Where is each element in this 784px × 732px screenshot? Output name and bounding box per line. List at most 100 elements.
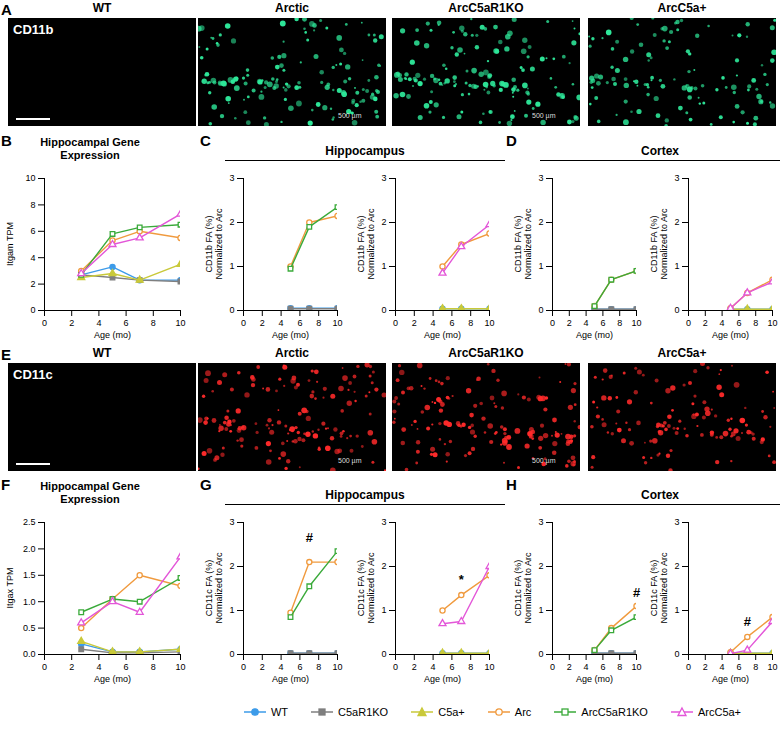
svg-text:8: 8 (617, 318, 622, 328)
svg-text:4: 4 (279, 662, 284, 672)
svg-text:6: 6 (297, 318, 302, 328)
svg-text:10: 10 (332, 662, 342, 672)
svg-text:0: 0 (229, 649, 234, 659)
svg-text:6: 6 (736, 318, 741, 328)
svg-text:2: 2 (703, 662, 708, 672)
svg-text:4: 4 (431, 662, 436, 672)
svg-text:8: 8 (151, 318, 156, 328)
svg-text:0: 0 (550, 662, 555, 672)
svg-text:0: 0 (241, 662, 246, 672)
svg-text:1: 1 (538, 261, 543, 271)
svg-text:4: 4 (584, 662, 589, 672)
svg-text:Age (mo): Age (mo) (424, 330, 461, 340)
svg-text:1: 1 (229, 261, 234, 271)
svg-text:0.5: 0.5 (23, 623, 36, 633)
svg-text:3: 3 (674, 173, 679, 183)
svg-text:1: 1 (538, 605, 543, 615)
svg-text:0: 0 (538, 649, 543, 659)
svg-text:2: 2 (412, 662, 417, 672)
svg-text:Age (mo): Age (mo) (712, 674, 749, 684)
svg-text:2: 2 (674, 561, 679, 571)
svg-text:2: 2 (567, 318, 572, 328)
svg-text:0: 0 (241, 318, 246, 328)
svg-text:1: 1 (229, 605, 234, 615)
svg-text:Age (mo): Age (mo) (576, 674, 613, 684)
svg-text:4: 4 (30, 253, 35, 263)
svg-text:0: 0 (42, 318, 47, 328)
svg-text:6: 6 (600, 318, 605, 328)
svg-text:8: 8 (753, 662, 758, 672)
svg-text:Age (mo): Age (mo) (424, 674, 461, 684)
svg-text:2.0: 2.0 (23, 544, 36, 554)
svg-text:3: 3 (674, 517, 679, 527)
svg-text:8: 8 (316, 318, 321, 328)
svg-text:6: 6 (449, 662, 454, 672)
svg-text:4: 4 (431, 318, 436, 328)
svg-text:3: 3 (381, 173, 386, 183)
svg-text:2: 2 (381, 217, 386, 227)
svg-text:Age (mo): Age (mo) (576, 330, 613, 340)
svg-text:1.0: 1.0 (23, 597, 36, 607)
svg-text:0: 0 (229, 305, 234, 315)
svg-text:4: 4 (584, 318, 589, 328)
svg-text:1: 1 (674, 261, 679, 271)
svg-text:2: 2 (538, 561, 543, 571)
svg-text:Age (mo): Age (mo) (94, 330, 131, 340)
svg-text:0: 0 (674, 305, 679, 315)
svg-text:1: 1 (381, 261, 386, 271)
svg-text:4: 4 (96, 318, 101, 328)
svg-text:3: 3 (538, 517, 543, 527)
svg-text:1.5: 1.5 (23, 570, 36, 580)
svg-text:8: 8 (617, 662, 622, 672)
svg-text:3: 3 (229, 517, 234, 527)
svg-text:10: 10 (175, 318, 185, 328)
svg-text:8: 8 (151, 662, 156, 672)
svg-text:4: 4 (279, 318, 284, 328)
svg-text:1: 1 (381, 605, 386, 615)
svg-text:2: 2 (674, 217, 679, 227)
svg-text:#: # (744, 614, 752, 629)
svg-text:6: 6 (297, 662, 302, 672)
svg-text:3: 3 (381, 517, 386, 527)
svg-text:0: 0 (381, 649, 386, 659)
svg-text:Age (mo): Age (mo) (272, 674, 309, 684)
svg-text:2: 2 (567, 662, 572, 672)
svg-text:1: 1 (674, 605, 679, 615)
svg-text:Age (mo): Age (mo) (94, 674, 131, 684)
svg-text:2: 2 (260, 662, 265, 672)
svg-text:10: 10 (767, 318, 777, 328)
svg-text:0: 0 (550, 318, 555, 328)
svg-text:2: 2 (30, 279, 35, 289)
svg-text:10: 10 (631, 318, 641, 328)
svg-text:0: 0 (393, 662, 398, 672)
svg-text:0: 0 (686, 318, 691, 328)
svg-text:0: 0 (30, 305, 35, 315)
svg-text:0: 0 (674, 649, 679, 659)
svg-text:*: * (459, 572, 465, 587)
svg-text:10: 10 (25, 173, 35, 183)
svg-text:10: 10 (175, 662, 185, 672)
svg-text:0: 0 (686, 662, 691, 672)
svg-text:10: 10 (767, 662, 777, 672)
svg-text:10: 10 (631, 662, 641, 672)
svg-text:2: 2 (69, 662, 74, 672)
svg-text:2: 2 (260, 318, 265, 328)
svg-text:8: 8 (753, 318, 758, 328)
svg-text:#: # (633, 585, 641, 600)
svg-text:Age (mo): Age (mo) (712, 330, 749, 340)
svg-text:0: 0 (538, 305, 543, 315)
svg-text:0.0: 0.0 (23, 649, 36, 659)
svg-text:4: 4 (96, 662, 101, 672)
svg-text:4: 4 (720, 662, 725, 672)
svg-text:2: 2 (412, 318, 417, 328)
svg-text:8: 8 (30, 200, 35, 210)
svg-text:6: 6 (30, 226, 35, 236)
svg-text:2: 2 (69, 318, 74, 328)
svg-text:2: 2 (703, 318, 708, 328)
svg-text:10: 10 (332, 318, 342, 328)
svg-text:8: 8 (468, 662, 473, 672)
svg-text:6: 6 (124, 662, 129, 672)
svg-text:2: 2 (381, 561, 386, 571)
svg-text:2: 2 (538, 217, 543, 227)
svg-text:#: # (306, 530, 314, 545)
